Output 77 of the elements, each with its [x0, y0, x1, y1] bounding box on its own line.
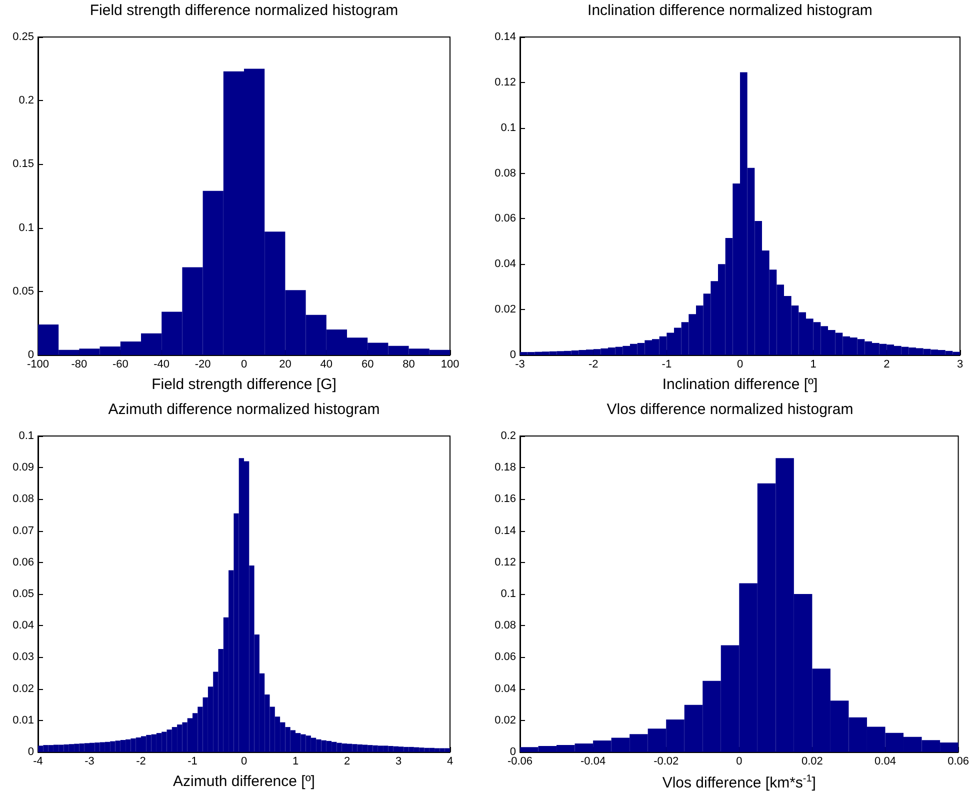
y-tick-label: 0	[510, 746, 516, 758]
y-tick-label: 0.16	[494, 493, 516, 506]
y-tick-label: 0.04	[494, 258, 516, 270]
x-tick-label: 4	[446, 756, 454, 768]
y-tick-label: 0.04	[494, 682, 516, 695]
x-tick-label: -2	[588, 358, 598, 370]
x-tick-label: 40	[320, 358, 333, 370]
x-tick-label: 0	[736, 358, 744, 370]
y-tick-label: 0.01	[12, 714, 34, 726]
y-tick-label: 0.08	[12, 493, 34, 506]
y-tick-label: 0.08	[494, 167, 516, 180]
y-tick-label: 0.02	[494, 304, 516, 316]
y-tick-label: 0.02	[494, 714, 516, 726]
x-tick-label: -60	[112, 358, 128, 370]
x-tick-label: 60	[361, 358, 374, 370]
x-tick-label: -40	[154, 358, 170, 370]
x-tick-label: -1	[188, 756, 198, 768]
y-tick-label: 0.14	[494, 31, 516, 43]
x-tick-label: -0.02	[654, 756, 679, 768]
y-tick-label: 0.2	[18, 94, 34, 107]
y-tick-label: 0.08	[494, 620, 516, 632]
x-tick-label: 0.02	[801, 756, 823, 768]
y-tick-label: 0.06	[494, 212, 516, 225]
y-tick-label: 0	[510, 349, 516, 361]
chart-title: Field strength difference normalized histogram	[88, 2, 400, 19]
y-tick-label: 0.14	[494, 524, 516, 537]
x-tick-label: 0	[240, 756, 248, 768]
y-tick-label: 0.25	[12, 31, 34, 43]
y-tick-label: 0.15	[12, 158, 34, 170]
y-tick-label: 0.1	[500, 122, 516, 134]
y-tick-label: 0.1	[18, 430, 34, 442]
y-tick-label: 0.03	[12, 651, 34, 664]
x-axis-title: Field strength difference [G]	[152, 376, 336, 393]
x-tick-label: 0.06	[948, 756, 970, 768]
chart-title: Vlos difference normalized histogram	[606, 401, 854, 418]
x-tick-label: 20	[279, 358, 292, 370]
y-tick-label: 0.07	[12, 524, 34, 537]
x-tick-label: 100	[440, 358, 460, 370]
x-tick-label: -1	[662, 358, 672, 370]
x-tick-label: 0.04	[874, 756, 896, 768]
x-tick-label: -3	[84, 756, 94, 768]
x-tick-label: -80	[71, 358, 88, 370]
y-tick-label: 0.12	[494, 76, 516, 88]
y-tick-label: 0.09	[12, 462, 34, 474]
y-tick-label: 0.04	[12, 620, 34, 632]
y-tick-label: 0.06	[494, 651, 516, 664]
x-tick-label: 1	[810, 358, 816, 370]
x-tick-label: -2	[136, 756, 146, 768]
x-tick-label: -0.04	[580, 756, 606, 768]
x-tick-label: 2	[344, 756, 350, 768]
chart-title: Azimuth difference normalized histogram	[107, 401, 381, 418]
y-tick-label: 0.06	[12, 556, 34, 568]
y-tick-label: 0.1	[500, 588, 516, 600]
x-tick-label: -20	[194, 358, 211, 370]
x-axis-title: Inclination difference [º]	[662, 376, 818, 393]
x-tick-label: 80	[402, 358, 415, 370]
chart-title: Inclination difference normalized histogram	[586, 2, 874, 19]
y-tick-label: 0	[28, 349, 34, 361]
y-tick-label: 0.02	[12, 682, 34, 695]
x-tick-label: -3	[515, 358, 525, 370]
x-tick-label: 1	[292, 756, 299, 768]
x-tick-label: 3	[956, 358, 964, 370]
y-tick-label: 0.05	[12, 588, 34, 600]
y-tick-label: 0	[28, 746, 34, 758]
x-tick-label: -0.06	[507, 756, 533, 768]
y-tick-label: 0.12	[494, 556, 516, 568]
x-tick-label: -100	[26, 358, 50, 370]
x-tick-label: 3	[395, 756, 402, 768]
y-tick-label: 0.05	[12, 285, 34, 298]
y-tick-label: 0.2	[500, 430, 516, 442]
y-tick-label: 0.18	[494, 462, 516, 474]
x-tick-label: 0	[736, 756, 742, 768]
x-tick-label: 0	[240, 358, 248, 370]
x-tick-label: -4	[33, 756, 43, 768]
x-axis-title: Azimuth difference [º]	[173, 773, 315, 790]
y-tick-label: 0.1	[18, 222, 34, 234]
x-tick-label: 2	[884, 358, 890, 370]
